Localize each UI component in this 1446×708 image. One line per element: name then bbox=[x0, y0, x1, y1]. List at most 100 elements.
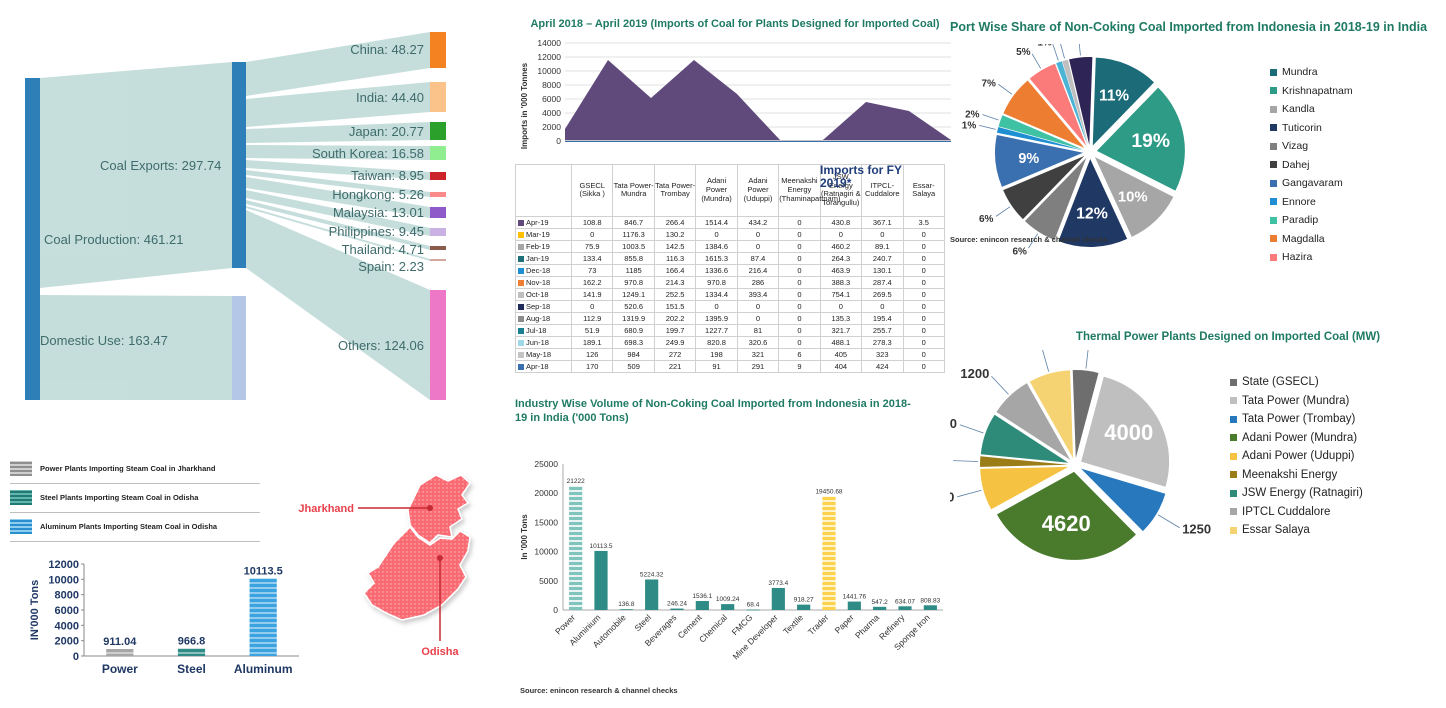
bar[interactable] bbox=[594, 550, 607, 609]
bar[interactable] bbox=[569, 486, 582, 610]
bar-value-label: 911.04 bbox=[103, 636, 137, 648]
axis-tick-label: 12000 bbox=[48, 559, 79, 571]
bar[interactable] bbox=[746, 609, 759, 610]
bar[interactable] bbox=[620, 609, 633, 610]
bar-value-label: 3773.4 bbox=[768, 579, 788, 586]
table-cell: 252.5 bbox=[654, 288, 695, 300]
bar[interactable] bbox=[696, 601, 709, 610]
sankey-label-spain: Spain: 2.23 bbox=[358, 259, 424, 274]
legend-item-label: Tata Power (Mundra) bbox=[1242, 395, 1349, 407]
legend-item[interactable]: JSW Energy (Ratnagiri) bbox=[1230, 487, 1363, 499]
pie-leader-line bbox=[1032, 53, 1041, 68]
series-color-swatch-icon bbox=[518, 364, 524, 370]
table-cell: 970.8 bbox=[613, 276, 654, 288]
table-cell: 0 bbox=[696, 228, 737, 240]
bar[interactable] bbox=[772, 587, 785, 609]
table-cell: 0 bbox=[696, 300, 737, 312]
legend-item-label: Dahej bbox=[1282, 159, 1309, 171]
legend-item[interactable]: Dahej bbox=[1270, 159, 1353, 171]
sankey-label-south-korea: South Korea: 16.58 bbox=[312, 146, 424, 161]
bar-value-label: 1009.24 bbox=[716, 596, 740, 603]
table-cell: 75.9 bbox=[572, 240, 613, 252]
legend-color-swatch-icon bbox=[1270, 217, 1277, 224]
table-cell: 855.8 bbox=[613, 252, 654, 264]
pie-slice-label: 1% bbox=[1045, 44, 1060, 46]
axis-tick-label: 10000 bbox=[48, 574, 79, 586]
legend-item[interactable]: Kandla bbox=[1270, 103, 1353, 115]
svg-text:14000: 14000 bbox=[537, 38, 561, 48]
table-cell: 214.3 bbox=[654, 276, 695, 288]
legend-color-swatch-icon bbox=[1270, 69, 1277, 76]
legend-item[interactable]: Tuticorin bbox=[1270, 122, 1353, 134]
pie-slice-label: 4000 bbox=[1104, 420, 1153, 445]
area-chart-title: April 2018 – April 2019 (Imports of Coal… bbox=[515, 18, 955, 32]
thermal-pie-legend: State (GSECL) Tata Power (Mundra) Tata Pow… bbox=[1230, 376, 1363, 543]
legend-item[interactable]: State (GSECL) bbox=[1230, 376, 1363, 388]
legend-item[interactable]: Adani Power (Mundra) bbox=[1230, 432, 1363, 444]
table-cell: 255.7 bbox=[862, 324, 903, 336]
legend-item[interactable]: Gangavaram bbox=[1270, 177, 1353, 189]
series-color-swatch-icon bbox=[518, 340, 524, 346]
legend-color-swatch-icon bbox=[1230, 527, 1237, 534]
legend-item[interactable]: Tata Power (Mundra) bbox=[1230, 395, 1363, 407]
svg-text:12000: 12000 bbox=[537, 52, 561, 62]
axis-tick-label: 25000 bbox=[534, 459, 558, 469]
table-cell: 680.9 bbox=[613, 324, 654, 336]
bar[interactable] bbox=[106, 649, 133, 656]
legend-item-label: Magdalla bbox=[1282, 233, 1325, 245]
port-wise-share-pie-panel: Port Wise Share of Non-Coking Coal Impor… bbox=[950, 20, 1446, 310]
table-cell: 0 bbox=[737, 300, 778, 312]
bar[interactable] bbox=[178, 649, 205, 656]
legend-item-label: Adani Power (Uduppi) bbox=[1242, 450, 1355, 462]
bar-value-label: 1536.1 bbox=[692, 593, 712, 600]
bar-value-label: 21222 bbox=[567, 478, 585, 485]
bar-value-label: 808.83 bbox=[920, 597, 940, 604]
bar[interactable] bbox=[822, 496, 835, 610]
bar[interactable] bbox=[250, 578, 277, 656]
legend-item[interactable]: Vizag bbox=[1270, 140, 1353, 152]
legend-item[interactable]: Mundra bbox=[1270, 66, 1353, 78]
bar[interactable] bbox=[898, 606, 911, 610]
col-tata-mundra: Tata Power-Mundra bbox=[613, 164, 654, 216]
legend-item[interactable]: IPTCL Cuddalore bbox=[1230, 506, 1363, 518]
legend-item[interactable]: Krishnapatnam bbox=[1270, 85, 1353, 97]
sankey-node-production bbox=[25, 78, 40, 400]
bar[interactable] bbox=[924, 605, 937, 610]
table-cell: 1514.4 bbox=[696, 216, 737, 228]
bar[interactable] bbox=[848, 601, 861, 609]
bar[interactable] bbox=[873, 606, 886, 609]
bar[interactable] bbox=[721, 604, 734, 610]
legend-item[interactable]: Tata Power (Trombay) bbox=[1230, 413, 1363, 425]
legend-item[interactable]: Hazira bbox=[1270, 251, 1353, 263]
bar[interactable] bbox=[670, 608, 683, 609]
pie-slice-label: 10% bbox=[1118, 189, 1148, 205]
legend-item[interactable]: Essar Salaya bbox=[1230, 524, 1363, 536]
table-cell: 162.2 bbox=[572, 276, 613, 288]
axis-tick-label: 5000 bbox=[539, 575, 558, 585]
legend-item[interactable]: Meenakshi Energy bbox=[1230, 469, 1363, 481]
pie-leader-line bbox=[1060, 44, 1064, 58]
table-cell: 266.4 bbox=[654, 216, 695, 228]
table-cell: 820.8 bbox=[696, 336, 737, 348]
legend-item[interactable]: Paradip bbox=[1270, 214, 1353, 226]
legend-label-aluminum: Aluminum Plants Importing Steam Coal in … bbox=[40, 522, 217, 531]
bar[interactable] bbox=[797, 604, 810, 609]
table-cell: 1615.3 bbox=[696, 252, 737, 264]
sankey-label-japan: Japan: 20.77 bbox=[349, 124, 424, 139]
industry-bar-source: Source: enincon research & channel check… bbox=[520, 686, 678, 695]
pie-slice-label: 12% bbox=[1076, 205, 1108, 222]
bar-category-label: Power bbox=[102, 662, 138, 676]
legend-swatch-power bbox=[10, 461, 32, 476]
legend-item[interactable]: Magdalla bbox=[1270, 233, 1353, 245]
pie-leader-line bbox=[1042, 350, 1049, 372]
legend-item[interactable]: Adani Power (Uduppi) bbox=[1230, 450, 1363, 462]
bar[interactable] bbox=[645, 579, 658, 610]
bar-category-label: Steel bbox=[632, 612, 653, 633]
industry-bar-ylabel: In '000 Tons bbox=[520, 513, 529, 559]
legend-item[interactable]: Ennore bbox=[1270, 196, 1353, 208]
area-chart-svg: 14000 12000 10000 8000 6000 4000 2000 0 … bbox=[515, 36, 955, 164]
